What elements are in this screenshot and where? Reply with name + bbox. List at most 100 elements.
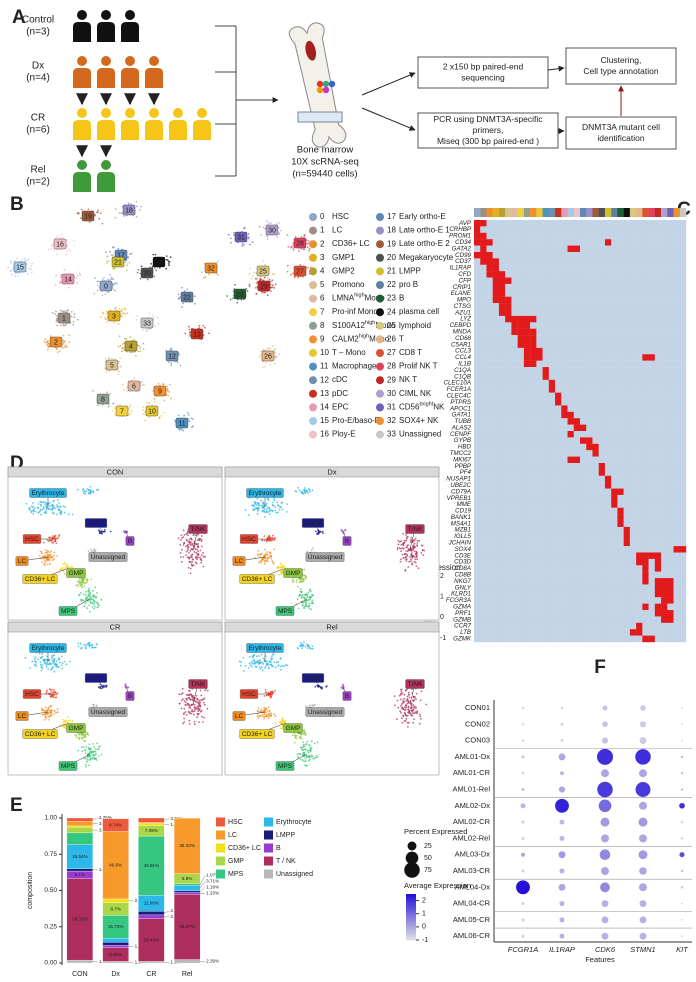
heatmap-cell: [648, 347, 656, 355]
umap-point: [273, 539, 276, 541]
heatmap-cell: [580, 456, 587, 464]
heatmap-cell: [604, 437, 612, 444]
heatmap-cell: [629, 220, 637, 227]
umap-point: [88, 595, 90, 598]
heatmap-cell: [480, 488, 487, 496]
heatmap-cell: [548, 373, 556, 381]
umap-point: [65, 253, 68, 256]
heatmap-cell: [604, 264, 612, 272]
umap-point: [78, 580, 80, 583]
umap-point: [107, 405, 110, 408]
heatmap-cell: [636, 258, 643, 265]
heatmap-cell: [523, 590, 531, 598]
heatmap-cell: [555, 347, 562, 355]
umap-point: [50, 504, 53, 507]
heatmap-cell: [623, 546, 631, 553]
heatmap-cell: [530, 245, 537, 253]
heatmap-cell: [486, 283, 493, 291]
umap-point: [50, 539, 53, 542]
heatmap-cell: [642, 424, 649, 432]
cluster-color-bar: [667, 208, 674, 217]
heatmap-cell: [573, 341, 581, 349]
heatmap-cell: [623, 597, 631, 604]
heatmap-cell: [673, 283, 680, 291]
umap-point: [185, 533, 188, 535]
heatmap-cell: [642, 571, 649, 579]
heatmap-cell: [592, 616, 599, 624]
umap-point: [53, 558, 56, 561]
heatmap-cell: [561, 635, 568, 643]
heatmap-cell: [486, 635, 493, 643]
heatmap-cell: [592, 552, 599, 560]
heatmap-cell: [573, 437, 581, 444]
heatmap-cell: [667, 469, 674, 476]
heatmap-cell: [573, 482, 581, 489]
heatmap-cell: [667, 450, 674, 457]
umap-point: [286, 264, 289, 267]
heatmap-cell: [498, 399, 506, 406]
heatmap-cell: [536, 411, 543, 419]
heatmap-cell: [642, 539, 649, 547]
umap-point: [340, 529, 343, 532]
umap-point: [263, 365, 266, 368]
umap-point: [188, 420, 191, 422]
heatmap-cell: [667, 571, 674, 579]
heatmap-cell: [623, 533, 631, 540]
heatmap-cell: [498, 271, 506, 278]
heatmap-cell: [498, 462, 506, 470]
heatmap-cell: [567, 226, 574, 233]
heatmap-cell: [611, 546, 618, 553]
legend-swatch: [309, 389, 317, 398]
heatmap-cell: [530, 424, 537, 432]
umap-point: [400, 550, 403, 553]
heatmap-cell: [567, 271, 574, 278]
heatmap-cell: [555, 424, 562, 432]
cell: [316, 80, 324, 88]
heatmap-cell: [592, 622, 599, 630]
heatmap-cell: [642, 245, 649, 253]
heatmap-cell: [611, 347, 618, 355]
heatmap-cell: [629, 335, 637, 342]
heatmap-cell: [611, 379, 618, 387]
heatmap-cell: [474, 290, 481, 297]
heatmap-cell: [567, 405, 574, 413]
heatmap-cell: [505, 360, 512, 368]
umap-point: [187, 543, 190, 546]
method-text: primers,: [473, 125, 504, 135]
heatmap-cell: [561, 379, 568, 387]
heatmap-cell: [548, 424, 556, 432]
heatmap-cell: [623, 379, 631, 387]
heatmap-cell: [548, 271, 556, 278]
umap-point: [101, 311, 104, 314]
umap-point: [262, 366, 264, 368]
umap-point: [135, 215, 138, 218]
umap-point: [85, 581, 88, 584]
heatmap-cell: [611, 507, 618, 515]
heatmap-cell: [498, 360, 506, 368]
heatmap-cell: [611, 245, 618, 253]
heatmap-cell: [592, 482, 599, 489]
heatmap-cell: [523, 341, 531, 349]
heatmap-cell: [561, 405, 568, 413]
heatmap-cell: [636, 424, 643, 432]
umap-point: [261, 503, 264, 505]
heatmap-cell: [548, 309, 556, 317]
umap-point: [295, 490, 298, 493]
umap-point: [277, 504, 279, 506]
heatmap-cell: [530, 462, 537, 470]
umap-point: [91, 602, 94, 604]
heatmap-cell: [623, 552, 631, 560]
heatmap-cell: [623, 373, 631, 381]
heatmap-cell: [629, 482, 637, 489]
heatmap-cell: [561, 290, 568, 297]
heatmap-cell: [486, 520, 493, 528]
heatmap-cell: [523, 367, 531, 374]
heatmap-cell: [492, 494, 500, 502]
heatmap-cell: [604, 392, 612, 400]
heatmap-cell: [548, 245, 556, 253]
umap-point: [129, 405, 131, 408]
person-body: [73, 172, 91, 192]
umap-point: [114, 208, 117, 211]
heatmap-cell: [586, 360, 593, 368]
heatmap-cell: [573, 450, 581, 457]
